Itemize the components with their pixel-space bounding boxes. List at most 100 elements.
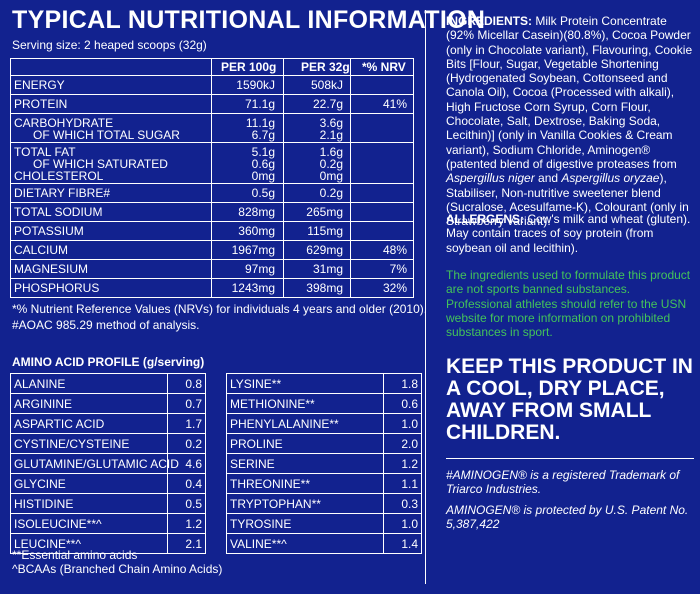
ingredients-part1: Milk Protein Concentrate (92% Micellar C…	[446, 14, 693, 171]
amino-value: 1.0	[401, 417, 418, 431]
nutrition-row-group: CALCIUM 1967mg 629mg 48%	[11, 240, 413, 259]
value-per-32g: 398mg	[306, 281, 343, 295]
value-per-32g: 22.7g	[312, 97, 343, 111]
amino-value: 4.6	[185, 457, 202, 471]
value-per-100g: 0.6g	[251, 157, 275, 171]
nutrient-label: OF WHICH TOTAL SUGAR	[33, 128, 180, 142]
amino-value: 1.2	[185, 517, 202, 531]
amino-column-divider	[383, 434, 384, 453]
amino-name: HISTIDINE	[14, 497, 74, 511]
amino-row: LEUCINE**^ 2.1	[11, 533, 205, 553]
nutrient-label: ENERGY	[14, 78, 65, 92]
value-per-100g: 0.5g	[251, 186, 275, 200]
allergens-body: Cow's milk and wheat (gluten). May conta…	[446, 212, 691, 255]
nutrient-label: OF WHICH SATURATED	[33, 157, 168, 171]
amino-value: 0.5	[185, 497, 202, 511]
amino-row: ISOLEUCINE**^ 1.2	[11, 513, 205, 533]
nutrition-row-group: POTASSIUM 360mg 115mg	[11, 221, 413, 240]
nutrition-row-group: CARBOHYDRATE 11.1g 3.6g OF WHICH TOTAL SUGA…	[11, 113, 413, 142]
amino-name: TYROSINE	[230, 517, 292, 531]
amino-row: LYSINE** 1.8	[227, 374, 421, 393]
value-per-32g: 0.2g	[319, 186, 343, 200]
value-per-32g: 31mg	[312, 262, 343, 276]
nutrition-table: PER 100g PER 32g *% NRV ENERGY 1590kJ 508k…	[10, 58, 414, 298]
amino-name: ALANINE	[14, 377, 66, 391]
amino-value: 2.0	[401, 437, 418, 451]
amino-name: VALINE**^	[230, 537, 287, 551]
amino-column-divider	[383, 454, 384, 473]
amino-column-divider	[383, 534, 384, 553]
amino-name: ARGININE	[14, 397, 73, 411]
value-nrv: 7%	[389, 262, 407, 276]
value-per-100g: 360mg	[238, 224, 275, 238]
header-nrv: *% NRV	[362, 60, 406, 74]
nutrient-label: PROTEIN	[14, 97, 68, 111]
value-per-100g: 5.1g	[251, 145, 275, 159]
value-per-100g: 0mg	[251, 169, 275, 183]
amino-row: PROLINE 2.0	[227, 433, 421, 453]
amino-row: GLYCINE 0.4	[11, 473, 205, 493]
amino-name: ISOLEUCINE**^	[14, 517, 102, 531]
divider-line	[446, 458, 694, 459]
nutrient-label: TOTAL FAT	[14, 145, 76, 159]
amino-row: ASPARTIC ACID 1.7	[11, 413, 205, 433]
value-per-32g: 3.6g	[319, 116, 343, 130]
species-1: Aspergillus niger	[446, 171, 535, 186]
amino-name: SERINE	[230, 457, 275, 471]
nutrition-row-group: TOTAL FAT 5.1g 1.6g OF WHICH SATURATED 0.6g 0…	[11, 142, 413, 183]
amino-row: TRYPTOPHAN** 0.3	[227, 493, 421, 513]
amino-value: 0.7	[185, 397, 202, 411]
amino-column-divider	[167, 514, 168, 533]
amino-column-divider	[167, 374, 168, 393]
value-nrv: 32%	[382, 281, 407, 295]
column-separator	[425, 10, 426, 584]
amino-value: 1.1	[401, 477, 418, 491]
value-per-100g: 97mg	[244, 262, 275, 276]
amino-name: THREONINE**	[230, 477, 311, 491]
trademark-text: #AMINOGEN® is a registered Trademark of …	[446, 468, 680, 496]
amino-column-divider	[167, 494, 168, 513]
column-divider	[211, 59, 212, 297]
amino-value: 0.2	[185, 437, 202, 451]
value-per-32g: 2.1g	[319, 128, 343, 142]
amino-value: 1.0	[401, 517, 418, 531]
storage-warning: KEEP THIS PRODUCT IN A COOL, DRY PLACE, …	[446, 355, 693, 444]
nutrient-label: CHOLESTEROL	[14, 169, 104, 183]
nutrient-label: POTASSIUM	[14, 224, 84, 238]
value-per-100g: 828mg	[238, 205, 275, 219]
value-per-100g: 71.1g	[244, 97, 275, 111]
value-per-32g: 265mg	[306, 205, 343, 219]
amino-column-divider	[383, 414, 384, 433]
amino-column-divider	[167, 434, 168, 453]
amino-value: 1.4	[401, 537, 418, 551]
value-per-100g: 1590kJ	[236, 78, 275, 92]
nutrition-row-group: DIETARY FIBRE# 0.5g 0.2g	[11, 183, 413, 202]
amino-column-divider	[383, 514, 384, 533]
nutrition-header-row: PER 100g PER 32g *% NRV	[11, 59, 413, 75]
nutrition-row-group: PHOSPHORUS 1243mg 398mg 32%	[11, 278, 413, 297]
nrv-footnote: *% Nutrient Reference Values (NRVs) for …	[12, 302, 428, 316]
nutrient-label: CARBOHYDRATE	[14, 116, 114, 130]
value-per-100g: 1243mg	[231, 281, 275, 295]
ingredients-and: and	[534, 171, 562, 186]
amino-value: 0.6	[401, 397, 418, 411]
amino-table-left: ALANINE 0.8 ARGININE 0.7 ASPARTIC ACID 1.7 CYS…	[10, 373, 206, 554]
amino-row: METHIONINE** 0.6	[227, 393, 421, 413]
amino-name: GLUTAMINE/GLUTAMIC ACID	[14, 457, 179, 471]
sport-note: The ingredients used to formulate this p…	[446, 268, 691, 340]
value-per-32g: 0mg	[319, 169, 343, 183]
nutrition-body: ENERGY 1590kJ 508kJ PROTEIN 71.1g 22.7g 41% CAR…	[11, 75, 413, 297]
amino-row: THREONINE** 1.1	[227, 473, 421, 493]
amino-column-divider	[383, 374, 384, 393]
amino-value: 0.4	[185, 477, 202, 491]
amino-value: 0.8	[185, 377, 202, 391]
allergens-label: ALLERGENS:	[446, 212, 524, 226]
species-2: Aspergillus oryzae	[561, 171, 660, 186]
amino-column-divider	[167, 454, 168, 473]
value-nrv: 48%	[382, 243, 407, 257]
amino-column-divider	[167, 414, 168, 433]
patent-text: AMINOGEN® is protected by U.S. Patent No…	[446, 503, 689, 531]
amino-column-divider	[383, 394, 384, 413]
ingredients-text: INGREDIENTS: Milk Protein Concentrate (9…	[446, 14, 696, 228]
patent-note: AMINOGEN® is protected by U.S. Patent No…	[446, 503, 696, 531]
